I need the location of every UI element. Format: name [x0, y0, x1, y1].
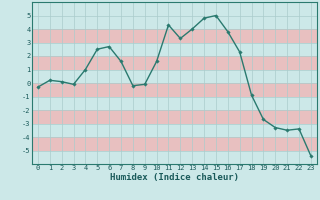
Bar — [32, 137, 317, 151]
X-axis label: Humidex (Indice chaleur): Humidex (Indice chaleur) — [110, 173, 239, 182]
Bar — [32, 83, 317, 97]
Bar — [32, 29, 317, 43]
Bar — [32, 110, 317, 124]
Bar — [32, 56, 317, 70]
